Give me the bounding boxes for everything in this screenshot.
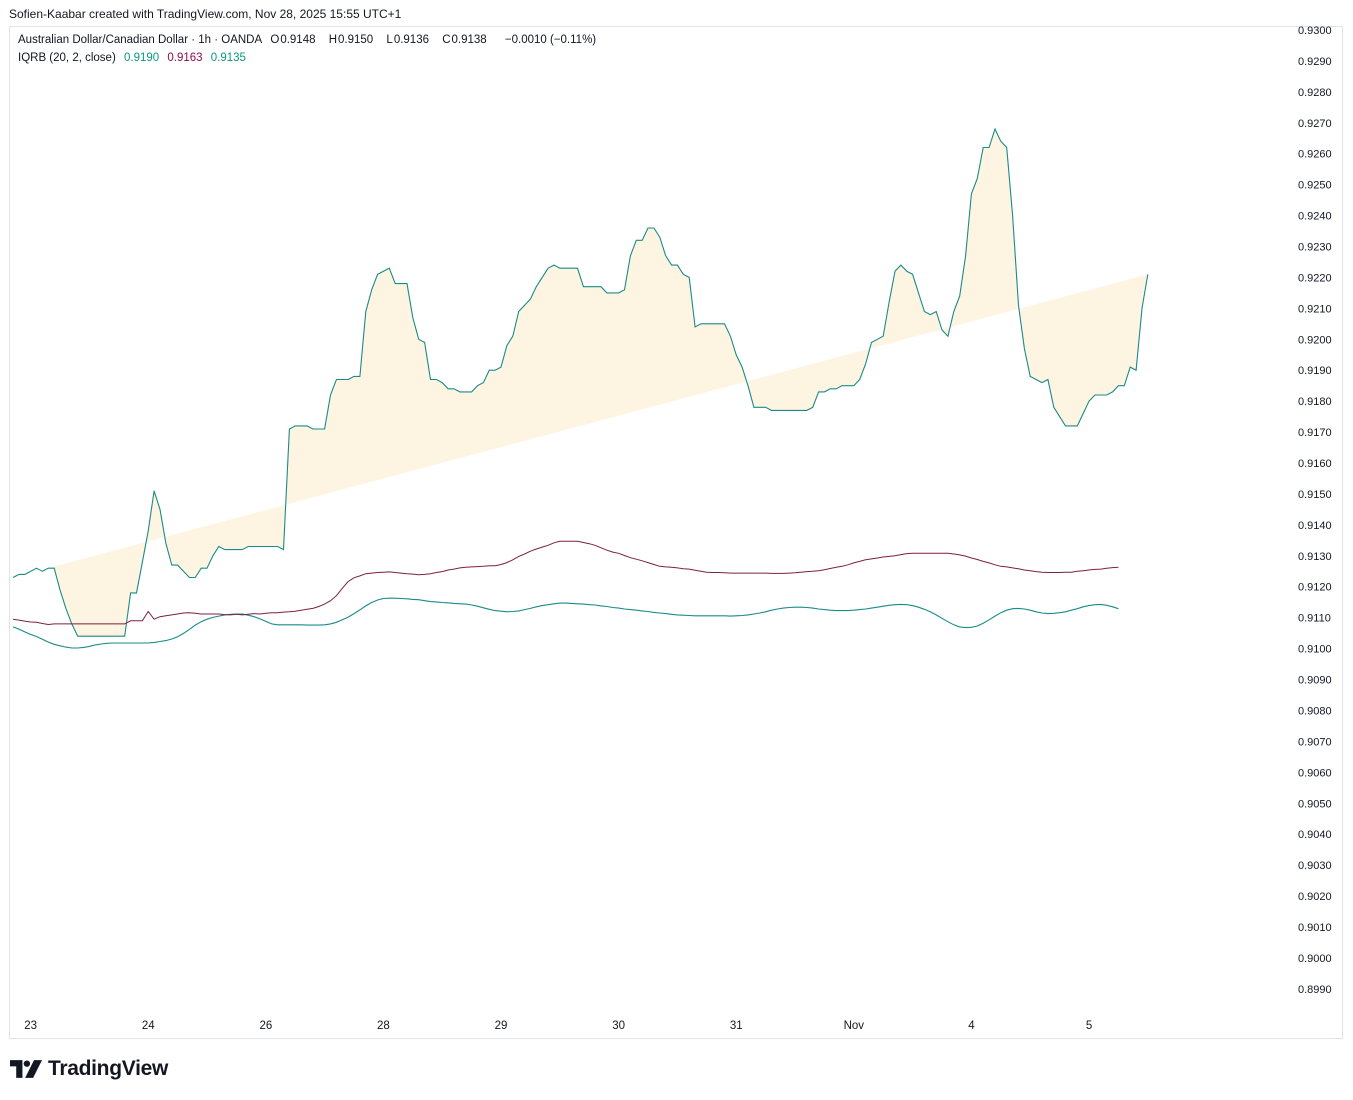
y-tick-label: 0.9060 [1298, 767, 1332, 779]
y-tick-label: 0.9280 [1298, 87, 1332, 99]
legend-high: H0.9150 [328, 34, 374, 46]
x-tick-label: 31 [730, 1020, 743, 1032]
x-tick-label: 24 [142, 1020, 155, 1032]
y-tick-label: 0.9070 [1298, 736, 1332, 748]
y-tick-label: 0.9090 [1298, 675, 1332, 687]
x-axis: 23 24 26 28 29 30 31 Nov 4 5 [24, 1020, 1092, 1032]
x-tick-label: 23 [24, 1020, 37, 1032]
y-tick-label: 0.9220 [1298, 272, 1332, 284]
indicator-upper-value: 0.9190 [124, 52, 160, 64]
x-tick-label: 28 [377, 1020, 390, 1032]
y-tick-label: 0.9000 [1298, 953, 1332, 965]
legend-open: O0.9148 [270, 34, 316, 46]
y-tick-label: 0.9250 [1298, 180, 1332, 192]
indicator-lower-value: 0.9135 [210, 52, 246, 64]
y-tick-label: 0.9300 [1298, 25, 1332, 37]
y-tick-label: 0.9010 [1298, 922, 1332, 934]
x-tick-label: 30 [612, 1020, 625, 1032]
legend-close: C0.9138 [442, 34, 487, 46]
y-tick-label: 0.9030 [1298, 860, 1332, 872]
x-tick-label: 4 [968, 1020, 975, 1032]
y-tick-label: 0.9130 [1298, 551, 1332, 563]
y-tick-label: 0.9200 [1298, 334, 1332, 346]
upper-band-line [12, 127, 1149, 637]
legend-change: −0.0010 (−0.11%) [504, 34, 597, 46]
y-tick-label: 0.9190 [1298, 365, 1332, 377]
y-axis: 0.9300 0.9290 0.9280 0.9270 0.9260 0.9250 0.92… [1298, 25, 1332, 996]
y-tick-label: 0.9180 [1298, 396, 1332, 408]
x-tick-label: 26 [259, 1020, 272, 1032]
indicator-middle-value: 0.9163 [167, 52, 203, 64]
lower-band-line [12, 597, 1119, 649]
legend-indicator-row: IQRB (20, 2, close) 0.9190 0.9163 0.9135 [18, 52, 251, 64]
y-tick-label: 0.9040 [1298, 829, 1332, 841]
y-tick-label: 0.9270 [1298, 118, 1332, 130]
band-fill [13, 129, 1148, 637]
y-tick-label: 0.9170 [1298, 427, 1332, 439]
band-layer [12, 127, 1149, 649]
chart-credit: Sofien-Kaabar created with TradingView.c… [9, 7, 402, 21]
tradingview-brand[interactable]: TradingView [10, 1057, 168, 1081]
y-tick-label: 0.9290 [1298, 56, 1332, 68]
y-tick-label: 0.9110 [1298, 613, 1331, 625]
y-tick-label: 0.9230 [1298, 242, 1332, 254]
x-tick-label: Nov [844, 1020, 865, 1032]
y-tick-label: 0.9240 [1298, 211, 1332, 223]
indicator-label: IQRB (20, 2, close) [18, 52, 116, 64]
legend-ohlc: O0.9148 H0.9150 L0.9136 C0.9138 [270, 34, 500, 46]
y-tick-label: 0.9140 [1298, 520, 1332, 532]
legend-low: L0.9136 [386, 34, 429, 46]
y-tick-label: 0.9160 [1298, 458, 1332, 470]
y-tick-label: 0.9210 [1298, 303, 1332, 315]
y-tick-label: 0.9020 [1298, 891, 1332, 903]
y-tick-label: 0.9100 [1298, 644, 1332, 656]
brand-name: TradingView [48, 1057, 169, 1080]
y-tick-label: 0.9260 [1298, 149, 1332, 161]
legend-symbol-row: Australian Dollar/Canadian Dollar · 1h ·… [18, 34, 601, 46]
y-tick-label: 0.9150 [1298, 489, 1332, 501]
x-tick-label: 29 [495, 1020, 508, 1032]
x-tick-label: 5 [1086, 1020, 1092, 1032]
y-tick-label: 0.9120 [1298, 582, 1332, 594]
chart-frame [9, 26, 1343, 1039]
tradingview-logo-icon [10, 1060, 42, 1078]
middle-band-line [12, 540, 1119, 626]
legend-symbol: Australian Dollar/Canadian Dollar · 1h ·… [18, 34, 263, 46]
y-tick-label: 0.8990 [1298, 984, 1332, 996]
y-tick-label: 0.9050 [1298, 798, 1332, 810]
y-tick-label: 0.9080 [1298, 705, 1332, 717]
